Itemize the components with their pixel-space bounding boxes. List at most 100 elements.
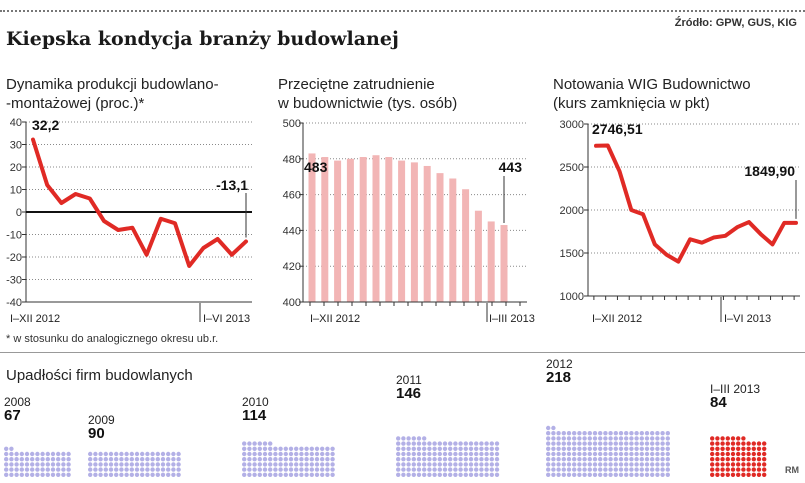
bankruptcy-dot-2011 (463, 451, 468, 457)
bankruptcy-dot-2012 (624, 472, 629, 477)
bankruptcy-dot-2009 (114, 451, 119, 457)
bankruptcy-dot-2011 (432, 451, 437, 457)
bankruptcy-dot-2012 (665, 436, 670, 441)
bankruptcy-dot-2008 (14, 457, 19, 462)
chart1-ytick-label: -30 (6, 275, 22, 287)
chart3-point (794, 221, 798, 225)
bankruptcy-dot-I–III 2013 (715, 462, 720, 467)
bankruptcy-dot-2009 (108, 457, 114, 462)
bankruptcy-dot-2012 (650, 472, 655, 477)
bankruptcy-dot-2009 (155, 472, 160, 477)
bankruptcy-dot-2012 (587, 472, 592, 477)
bankruptcy-dot-2011 (468, 451, 474, 457)
bankruptcy-dot-2012 (566, 467, 572, 472)
bankruptcy-dot-2012 (639, 451, 644, 457)
bankruptcy-dot-2010 (278, 457, 283, 462)
chart2-ytick-label: 440 (283, 225, 301, 237)
bankruptcy-dot-2008 (40, 462, 45, 467)
bankruptcy-dot-2010 (242, 451, 247, 457)
chart1-ytick-label: 10 (10, 185, 22, 197)
bankruptcy-dot-2009 (166, 457, 171, 462)
bankruptcy-dot-2012 (629, 436, 634, 441)
chart2-bar (423, 165, 431, 302)
chart1-title-line2: -montażowej (proc.)* (6, 95, 145, 112)
bankruptcy-dot-2008 (50, 457, 56, 462)
bankruptcy-dot-2009 (176, 457, 181, 462)
bankruptcy-dot-2011 (453, 467, 458, 472)
bankruptcy-dot-2008 (24, 467, 30, 472)
bankruptcy-dot-2010 (268, 462, 273, 467)
chart3-point (700, 241, 704, 245)
chart3-title: Notowania WIG Budownictwo (kurs zamknięc… (553, 75, 751, 113)
bankruptcy-dot-2011 (411, 446, 416, 451)
bankruptcy-dot-2010 (257, 441, 262, 446)
chart2-bar (372, 155, 380, 302)
bankruptcy-dot-2012 (546, 446, 551, 451)
chart2-first-label: 483 (304, 159, 328, 175)
bankruptcy-dot-2009 (134, 462, 140, 467)
chart2-ytick-label: 420 (283, 261, 301, 273)
bankruptcy-dot-2011 (458, 446, 463, 451)
bankruptcy-dot-2010 (330, 446, 335, 451)
bankruptcy-dot-2010 (283, 451, 288, 457)
bankruptcy-dot-2010 (294, 446, 299, 451)
bankruptcy-dot-2009 (119, 451, 124, 457)
bankruptcy-dot-2008 (66, 462, 71, 467)
chart2-title-line1: Przeciętne zatrudnienie (278, 76, 435, 93)
bankruptcy-dot-2011 (406, 457, 411, 462)
chart3-point (594, 144, 598, 148)
bankruptcy-dot-2011 (416, 446, 422, 451)
bankruptcy-dot-2008 (56, 467, 61, 472)
chart1-ytick-label: 30 (10, 140, 22, 152)
bankruptcy-dot-2012 (582, 431, 587, 436)
bankruptcy-dot-2011 (474, 467, 479, 472)
bankruptcy-dot-2012 (603, 436, 608, 441)
bankruptcy-dot-2010 (268, 451, 273, 457)
bankruptcy-dot-2010 (278, 467, 283, 472)
bankruptcy-dot-2012 (592, 467, 598, 472)
bankruptcy-dot-2009 (124, 457, 129, 462)
bankruptcy-dot-I–III 2013 (715, 451, 720, 457)
bankruptcy-dot-2012 (608, 451, 613, 457)
bankruptcy-dot-2009 (145, 462, 150, 467)
bankruptcy-dot-2012 (624, 446, 629, 451)
bankruptcy-dot-2012 (655, 472, 660, 477)
bankruptcy-dot-2012 (556, 467, 561, 472)
bankruptcy-dot-I–III 2013 (720, 441, 725, 446)
bankruptcy-dot-2010 (330, 467, 335, 472)
bankruptcy-dot-2010 (257, 462, 262, 467)
chart3-point (676, 260, 680, 264)
chart1-point (74, 192, 78, 196)
bankruptcy-dot-2010 (273, 462, 278, 467)
bankruptcy-dot-2011 (406, 446, 411, 451)
bankruptcy-dot-2011 (396, 436, 401, 441)
bankruptcy-dot-2011 (494, 467, 500, 472)
bankruptcy-count-2011: 146 (396, 385, 422, 402)
bankruptcy-dot-2011 (494, 446, 500, 451)
bankruptcy-dot-I–III 2013 (751, 457, 756, 462)
bankruptcy-dot-2012 (634, 467, 639, 472)
bankruptcy-dot-2009 (176, 467, 181, 472)
bankruptcy-dot-2011 (442, 446, 448, 451)
bankruptcy-dot-2010 (262, 467, 268, 472)
bankruptcy-dot-2012 (639, 436, 644, 441)
bankruptcy-dot-2009 (171, 467, 176, 472)
bankruptcy-dot-2012 (644, 451, 650, 457)
bankruptcy-dot-2011 (474, 446, 479, 451)
bankruptcy-dot-2012 (629, 462, 634, 467)
bankruptcy-dot-2010 (247, 472, 252, 477)
chart1-point (244, 239, 248, 243)
bankruptcy-dot-2010 (262, 457, 268, 462)
chart2-x-label-start: I–XII 2012 (310, 313, 360, 325)
bankruptcy-dot-2009 (134, 451, 140, 457)
bankruptcy-dot-2011 (422, 467, 427, 472)
bankruptcy-dot-2011 (453, 451, 458, 457)
bankruptcy-dot-2012 (644, 472, 650, 477)
bankruptcy-dot-2012 (665, 457, 670, 462)
bankruptcy-dot-2012 (572, 462, 577, 467)
bankruptcy-dot-2012 (603, 451, 608, 457)
bankruptcy-dot-2012 (592, 457, 598, 462)
bankruptcy-dot-I–III 2013 (756, 462, 762, 467)
bankruptcy-dot-2008 (30, 472, 35, 477)
